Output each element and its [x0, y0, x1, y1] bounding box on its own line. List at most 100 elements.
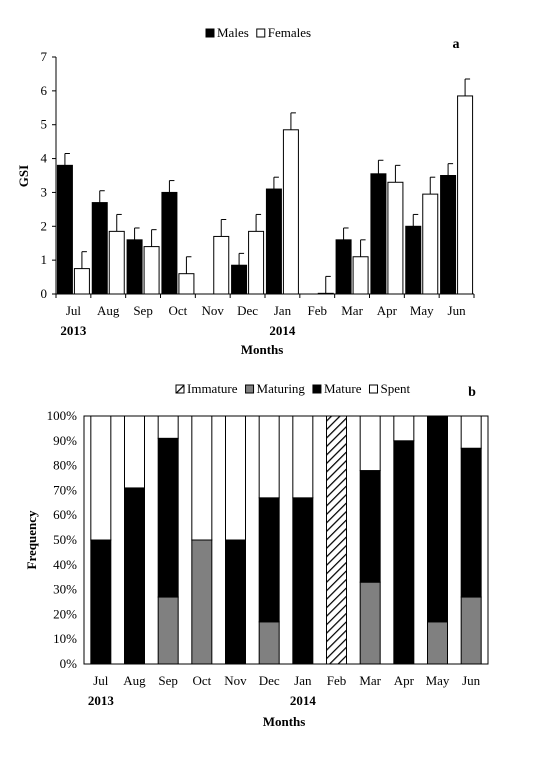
bar-segment-mature-jan: [292, 497, 314, 665]
maturity-legend: Immature Maturing Mature Spent: [175, 381, 410, 396]
bar-males-jun: [440, 175, 457, 295]
bar-segment-maturing-dec: [258, 621, 280, 665]
y-tick-label: 50%: [53, 532, 77, 547]
bar-males-aug: [91, 202, 108, 295]
bar-segment-spent-aug: [124, 415, 145, 489]
bar-segment-mature-apr: [393, 440, 415, 665]
bar-females-jul: [73, 268, 90, 295]
bar-females-jan: [282, 129, 299, 295]
legend-label-maturing: Maturing: [257, 381, 306, 396]
x-tick-label-dec: Dec: [237, 303, 258, 318]
legend-swatch-females: [256, 28, 266, 38]
x-tick-label-nov: Nov: [224, 673, 247, 688]
x-tick-label-sep: Sep: [158, 673, 178, 688]
y-tick-label: 90%: [53, 433, 77, 448]
legend-swatch-maturing: [245, 384, 255, 394]
bar-females-dec: [248, 230, 265, 295]
bar-segment-maturing-jun: [460, 596, 482, 665]
y-tick-label: 40%: [53, 557, 77, 572]
bar-segment-maturing-sep: [157, 596, 179, 665]
x-tick-label-jan: Jan: [274, 303, 292, 318]
maturity-x-axis-title: Months: [263, 714, 306, 729]
y-tick-label: 80%: [53, 458, 77, 473]
y-tick-label: 4: [41, 151, 48, 166]
bar-segment-mature-nov: [225, 539, 246, 665]
bar-males-jan: [265, 188, 282, 295]
bar-males-apr: [370, 173, 387, 295]
bar-segment-mature-mar: [359, 470, 381, 583]
gsi-x-axis-title: Months: [241, 342, 284, 357]
x-tick-label-may: May: [410, 303, 434, 318]
y-tick-label: 100%: [47, 408, 78, 423]
y-tick-label: 70%: [53, 482, 77, 497]
y-tick-label: 3: [41, 184, 48, 199]
gsi-chart: Males Females a GSI Jul Aug Sep Oct Nov Dec Jan…: [16, 25, 475, 357]
x-tick-label-sep: Sep: [133, 303, 153, 318]
bar-segment-mature-aug: [124, 487, 145, 665]
bar-segment-maturing-may: [427, 621, 448, 665]
panel-label-b: b: [468, 385, 476, 400]
y-tick-label: 2: [41, 218, 48, 233]
year-label-2014: 2014: [290, 693, 317, 708]
bar-segment-maturing-oct: [191, 539, 213, 665]
bar-females-oct: [178, 273, 195, 295]
y-tick-label: 20%: [53, 606, 77, 621]
x-tick-label-feb: Feb: [327, 673, 347, 688]
legend-swatch-mature: [312, 384, 322, 394]
bar-segment-mature-jun: [460, 447, 482, 598]
year-label-2013: 2013: [88, 693, 115, 708]
bar-segment-mature-jul: [90, 539, 112, 665]
bar-segment-spent-jul: [90, 415, 112, 541]
x-tick-label-mar: Mar: [359, 673, 381, 688]
x-tick-label-aug: Aug: [97, 303, 120, 318]
legend-swatch-immature: [175, 384, 185, 394]
bar-segment-maturing-mar: [359, 581, 381, 665]
x-tick-label-aug: Aug: [123, 673, 146, 688]
maturity-chart: Immature Maturing Mature Spent b Frequency …: [24, 381, 489, 729]
bar-segment-mature-dec: [258, 497, 280, 623]
x-tick-label-dec: Dec: [259, 673, 280, 688]
x-tick-label-feb: Feb: [308, 303, 328, 318]
y-tick-label: 0: [41, 286, 48, 301]
frequency-y-axis-title: Frequency: [24, 510, 39, 569]
bar-males-oct: [161, 191, 178, 295]
bar-females-apr: [387, 181, 404, 295]
gsi-bars: [56, 78, 474, 295]
legend-label-mature: Mature: [324, 381, 362, 396]
plot-frame: [83, 415, 489, 665]
bar-females-sep: [143, 246, 160, 295]
bar-females-nov: [213, 235, 230, 295]
bar-females-jun: [457, 95, 474, 295]
bar-segment-spent-jun: [460, 415, 482, 449]
panel-label-a: a: [453, 37, 460, 52]
x-tick-label-apr: Apr: [377, 303, 398, 318]
y-tick-label: 30%: [53, 582, 77, 597]
bar-males-jul: [56, 164, 73, 295]
x-tick-label-may: May: [426, 673, 450, 688]
bar-segment-immature-feb: [326, 415, 347, 665]
y-tick-label: 0%: [60, 656, 78, 671]
x-tick-label-jun: Jun: [448, 303, 467, 318]
legend-label-immature: Immature: [187, 381, 238, 396]
maturity-axes: Jul Aug Sep Oct Nov Dec Jan Feb Mar Apr May Jun 0% 10…: [47, 408, 489, 708]
y-tick-label: 6: [41, 83, 48, 98]
x-tick-label-oct: Oct: [169, 303, 188, 318]
bar-segment-spent-sep: [157, 415, 179, 439]
x-tick-label-jul: Jul: [66, 303, 82, 318]
year-label-2014: 2014: [269, 323, 296, 338]
legend-label-spent: Spent: [380, 381, 410, 396]
y-tick-label: 60%: [53, 507, 77, 522]
bar-males-dec: [231, 264, 248, 295]
x-tick-label-mar: Mar: [341, 303, 363, 318]
bar-segment-spent-jan: [292, 415, 314, 499]
bar-segment-spent-mar: [359, 415, 381, 472]
x-tick-label-oct: Oct: [192, 673, 211, 688]
maturity-bars: [90, 415, 482, 665]
bar-segment-spent-oct: [191, 415, 213, 541]
bar-segment-mature-may: [427, 415, 448, 623]
bar-males-mar: [335, 239, 352, 295]
legend-label-females: Females: [268, 25, 311, 40]
bar-females-may: [422, 193, 439, 295]
x-tick-label-nov: Nov: [202, 303, 225, 318]
